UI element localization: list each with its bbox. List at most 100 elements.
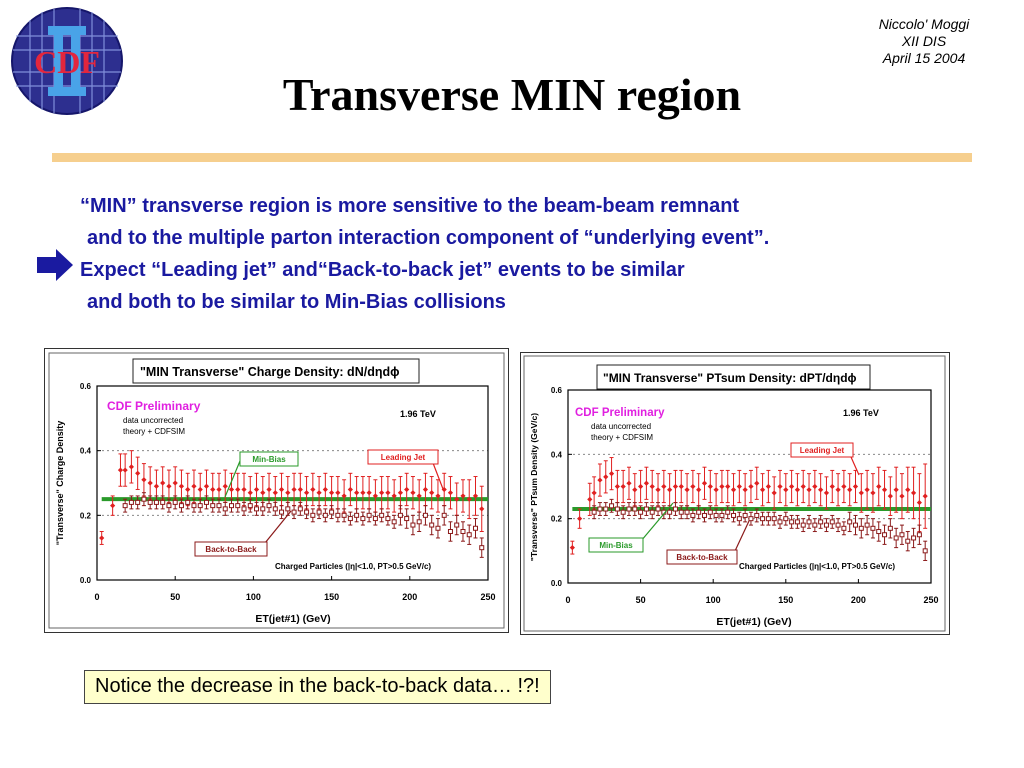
data-layer: 0.0 0.2 0.4 0.6 0 50 100 150 200 250	[551, 386, 939, 605]
ptsum-density-chart: "MIN Transverse" PTsum Density: dPT/dηdϕ…	[523, 355, 946, 632]
data-point	[603, 506, 609, 512]
note-uncorrected: data uncorrected	[591, 422, 651, 431]
data-point	[678, 483, 684, 490]
data-point	[266, 486, 272, 493]
data-point	[742, 512, 748, 518]
data-point	[783, 487, 789, 493]
data-point	[835, 522, 841, 528]
data-point	[713, 512, 719, 518]
data-point	[597, 477, 603, 483]
data-point	[272, 506, 278, 512]
data-point	[278, 486, 285, 493]
data-point	[910, 490, 917, 496]
data-point	[881, 487, 888, 493]
x-axis-label: ET(jet#1) (GeV)	[255, 613, 330, 625]
ptsum-density-chart-panel: "MIN Transverse" PTsum Density: dPT/dηdϕ…	[520, 352, 950, 635]
note-uncorrected: data uncorrected	[123, 416, 183, 425]
data-point	[806, 487, 812, 493]
data-point	[228, 486, 235, 493]
slide-title: Transverse MIN region	[282, 69, 742, 120]
y-tick-label: 0.0	[551, 579, 563, 588]
data-point	[614, 506, 620, 512]
data-point	[777, 483, 783, 490]
data-point	[858, 490, 864, 496]
data-point	[297, 506, 303, 512]
data-point	[800, 483, 806, 490]
data-point	[304, 509, 310, 515]
data-point	[632, 506, 638, 512]
data-point	[99, 535, 105, 541]
data-point	[725, 509, 731, 515]
chart-title: "MIN Transverse" PTsum Density: dPT/dηdϕ	[603, 371, 857, 385]
data-layer: 0.0 0.2 0.4 0.6 0 50 100 150 200 250	[80, 382, 496, 602]
data-point	[655, 487, 661, 493]
cuts-label: Charged Particles (|η|<1.0, PT>0.5 GeV/c…	[275, 562, 431, 571]
plot-frame	[96, 385, 489, 581]
data-point	[823, 490, 830, 496]
data-point	[128, 464, 135, 470]
data-point	[447, 490, 454, 496]
data-point	[893, 487, 899, 493]
data-point	[241, 486, 247, 493]
data-point	[643, 506, 649, 512]
author-name: Niccolo' Moggi	[878, 16, 970, 32]
data-point	[253, 486, 260, 493]
data-point	[818, 519, 824, 525]
data-point	[185, 486, 191, 493]
data-point	[153, 499, 159, 505]
leading-jet-callout: Leading Jet	[790, 442, 860, 476]
data-point	[777, 519, 783, 525]
data-point	[858, 525, 864, 531]
data-point	[719, 512, 725, 518]
data-point	[620, 509, 626, 515]
bullet-line-3: Expect “Leading jet” and“Back-to-back je…	[80, 259, 685, 281]
data-point	[141, 477, 147, 483]
y-tick-label: 0.0	[80, 576, 92, 585]
data-point	[316, 509, 322, 515]
data-point	[147, 499, 153, 505]
data-point	[222, 506, 228, 512]
conference-name: XII DIS	[901, 33, 947, 49]
data-point	[322, 486, 328, 493]
back-to-back-label: Back-to-Back	[676, 553, 728, 562]
data-point	[701, 480, 708, 486]
data-point	[794, 519, 800, 525]
data-point	[397, 490, 404, 496]
minbias-callout: Min-Bias	[224, 451, 299, 498]
arrow-right-icon	[37, 249, 73, 281]
data-point	[197, 503, 203, 509]
data-point	[379, 490, 385, 496]
data-point	[754, 480, 760, 486]
data-point	[887, 493, 893, 499]
data-point	[191, 503, 197, 509]
data-point	[841, 525, 847, 531]
data-point	[696, 487, 702, 493]
data-point	[203, 483, 210, 489]
data-point	[153, 483, 160, 489]
data-point	[701, 512, 707, 518]
data-point	[835, 487, 841, 493]
data-point	[441, 512, 447, 518]
data-point	[696, 509, 702, 515]
data-point	[122, 503, 128, 509]
data-point	[899, 532, 905, 538]
data-point	[310, 486, 316, 493]
data-point	[591, 509, 597, 515]
data-point	[620, 483, 626, 490]
data-point	[760, 516, 766, 522]
data-point	[210, 503, 216, 509]
leading-jet-label: Leading Jet	[381, 453, 426, 462]
data-point	[429, 522, 435, 528]
x-tick-label: 0	[94, 592, 99, 602]
data-point	[678, 509, 684, 515]
data-point	[241, 506, 247, 512]
notice-box: Notice the decrease in the back-to-back …	[84, 670, 551, 704]
data-point	[847, 487, 853, 493]
data-point	[742, 487, 748, 493]
charge-density-chart-panel: "MIN Transverse" Charge Density: dN/dηdϕ…	[44, 348, 509, 633]
data-point	[366, 490, 372, 496]
series-leading-jet	[569, 457, 928, 555]
plot-area: 0.0 0.2 0.4 0.6 0 50 100 150 200 250 CDF Prelimin…	[529, 386, 939, 628]
data-point	[655, 506, 661, 512]
cdf-preliminary-label: CDF Preliminary	[575, 407, 665, 419]
